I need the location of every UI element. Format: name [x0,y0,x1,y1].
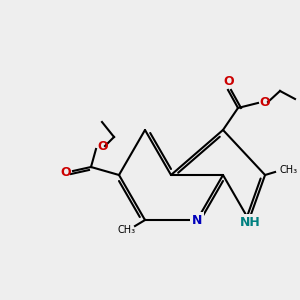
Text: CH₃: CH₃ [279,165,297,175]
Text: O: O [224,76,234,88]
Text: O: O [98,140,108,154]
Text: N: N [192,214,202,226]
Text: O: O [260,97,270,110]
Text: CH₃: CH₃ [118,225,136,235]
Text: NH: NH [240,215,260,229]
Text: O: O [61,166,71,178]
